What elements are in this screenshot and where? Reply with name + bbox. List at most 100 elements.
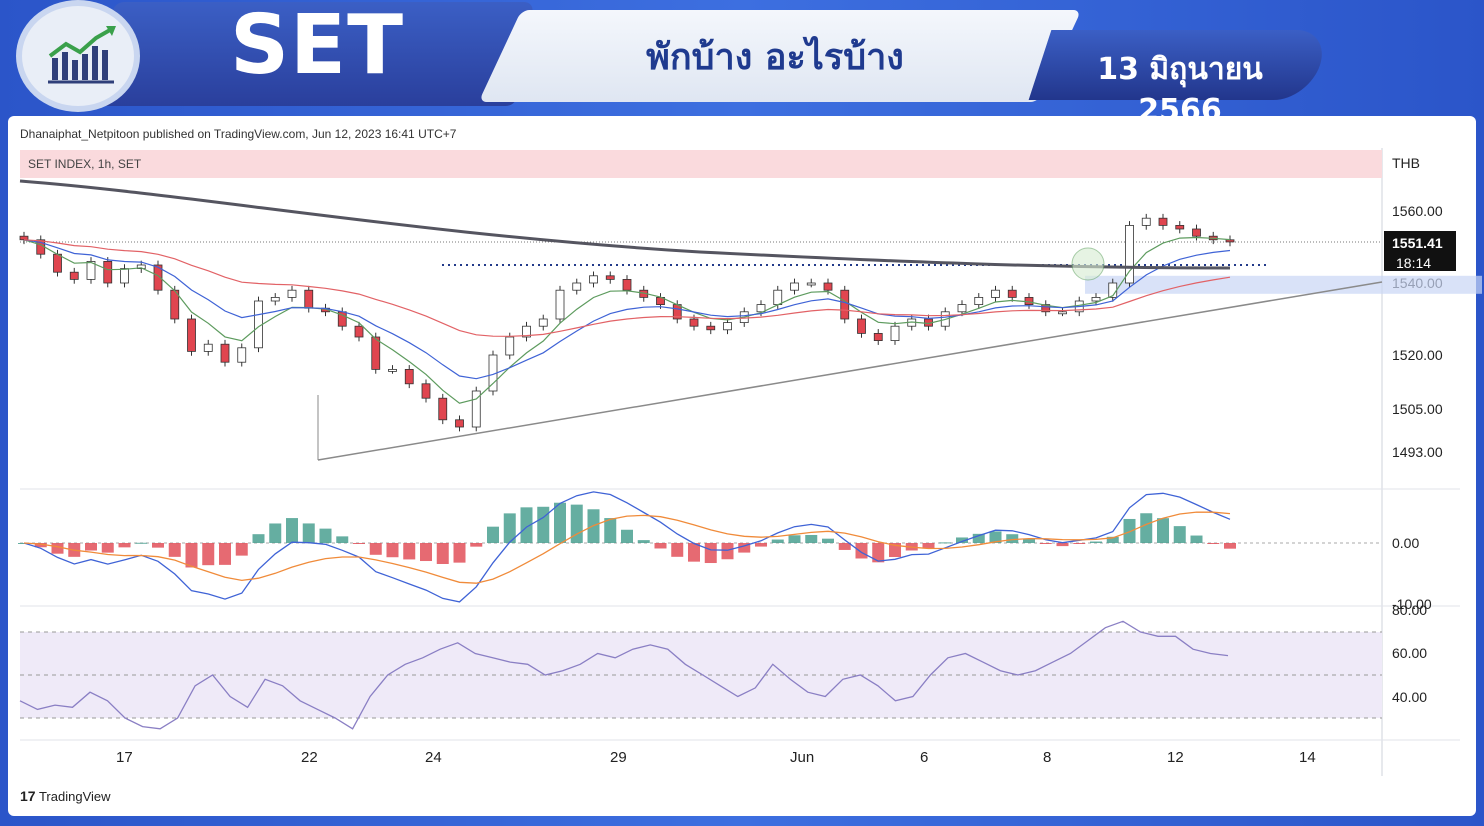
macd-histogram-bar bbox=[101, 543, 114, 553]
macd-histogram-bar bbox=[621, 529, 633, 543]
candle bbox=[1041, 304, 1051, 313]
candle bbox=[237, 347, 247, 363]
macd-histogram-bar bbox=[369, 543, 382, 555]
candle bbox=[69, 271, 79, 280]
macd-histogram-bar bbox=[51, 543, 64, 554]
price-tick-label: 1493.00 bbox=[1392, 444, 1443, 460]
macd-histogram-bar bbox=[470, 543, 483, 547]
price-tick-label: 1560.00 bbox=[1392, 203, 1443, 219]
candle bbox=[287, 289, 297, 298]
candle bbox=[304, 289, 314, 309]
candle bbox=[689, 318, 699, 327]
time-tick-label: 8 bbox=[1043, 749, 1051, 766]
candle bbox=[371, 336, 381, 370]
macd-histogram-bar bbox=[1190, 535, 1203, 543]
candle bbox=[505, 336, 515, 356]
macd-histogram-bar bbox=[1056, 543, 1069, 547]
candle bbox=[404, 368, 414, 385]
macd-histogram-bar bbox=[771, 539, 784, 543]
macd-histogram-bar bbox=[872, 543, 885, 563]
candle bbox=[1225, 239, 1235, 243]
candle bbox=[1192, 228, 1201, 237]
candle bbox=[1007, 289, 1017, 298]
support-zone bbox=[1085, 275, 1382, 294]
ema-long-line bbox=[19, 179, 1231, 270]
macd-histogram-bar bbox=[738, 543, 751, 553]
candle bbox=[723, 322, 732, 331]
macd-histogram-bar bbox=[436, 543, 449, 564]
candle bbox=[1024, 296, 1034, 305]
time-tick-label: 24 bbox=[425, 749, 442, 766]
macd-histogram-bar bbox=[704, 543, 717, 564]
macd-histogram-bar bbox=[168, 543, 181, 557]
highlight-circle bbox=[1071, 247, 1105, 281]
macd-histogram-bar bbox=[420, 543, 432, 562]
macd-histogram-bar bbox=[688, 543, 700, 562]
candle bbox=[103, 260, 113, 284]
candle bbox=[823, 282, 833, 291]
macd-histogram-bar bbox=[554, 502, 566, 543]
macd-histogram-bar bbox=[755, 543, 767, 547]
ema-fast-line bbox=[23, 236, 1231, 404]
candle bbox=[1058, 311, 1067, 315]
time-tick-label: Jun bbox=[790, 749, 814, 766]
candle bbox=[86, 260, 96, 280]
headline-title: พักบ้าง อะไรบ้าง bbox=[646, 37, 904, 78]
candle bbox=[857, 318, 866, 334]
candle bbox=[1158, 217, 1168, 226]
time-tick-label: 12 bbox=[1167, 749, 1184, 766]
candle bbox=[890, 325, 900, 342]
macd-histogram-bar bbox=[135, 542, 148, 544]
candle bbox=[153, 264, 163, 291]
candle bbox=[120, 268, 129, 284]
support-zone-axis bbox=[1382, 275, 1482, 294]
macd-tick-label: -10.00 bbox=[1392, 596, 1432, 612]
macd-histogram-bar bbox=[302, 523, 315, 543]
ema-mid-line bbox=[23, 239, 1231, 380]
macd-histogram-bar bbox=[788, 535, 801, 543]
symbol-label: SET INDEX, 1h, SET bbox=[28, 157, 142, 171]
macd-histogram-bar bbox=[1140, 513, 1153, 543]
rsi-tick-label: 60.00 bbox=[1392, 645, 1427, 661]
candle bbox=[605, 275, 615, 280]
candle bbox=[187, 318, 196, 352]
macd-histogram-bar bbox=[805, 534, 818, 543]
candle bbox=[1141, 217, 1151, 226]
candle bbox=[1091, 296, 1101, 302]
macd-histogram-bar bbox=[235, 543, 248, 556]
candle bbox=[1175, 224, 1185, 230]
macd-histogram-bar bbox=[972, 533, 985, 543]
candle bbox=[706, 325, 716, 331]
tradingview-brand: 17 TradingView bbox=[20, 788, 111, 804]
macd-histogram-bar bbox=[403, 543, 416, 560]
macd-histogram-bar bbox=[118, 543, 131, 548]
candle bbox=[1125, 224, 1134, 284]
macd-histogram-bar bbox=[1090, 541, 1102, 543]
macd-histogram-bar bbox=[286, 518, 298, 543]
macd-histogram-bar bbox=[1224, 543, 1236, 549]
macd-histogram-bar bbox=[386, 543, 399, 558]
time-tick-label: 14 bbox=[1299, 749, 1316, 766]
macd-histogram-bar bbox=[822, 538, 834, 543]
time-tick-label: 22 bbox=[301, 749, 318, 766]
last-price-badge bbox=[1384, 231, 1456, 271]
time-tick-label: 29 bbox=[610, 749, 627, 766]
candle bbox=[773, 289, 783, 306]
symbol-title: SET bbox=[230, 0, 405, 93]
candle bbox=[790, 282, 799, 291]
bar-chart-growth-icon bbox=[48, 26, 116, 84]
macd-histogram-bar bbox=[838, 543, 851, 550]
macd-histogram-bar bbox=[1073, 543, 1086, 544]
candle bbox=[136, 264, 146, 269]
macd-histogram-bar bbox=[520, 507, 533, 543]
rsi-tick-label: 80.00 bbox=[1392, 602, 1427, 618]
macd-histogram-bar bbox=[185, 543, 198, 568]
time-tick-label: 6 bbox=[920, 749, 928, 766]
price-tick-label: 1520.00 bbox=[1392, 347, 1443, 363]
rsi-line bbox=[19, 620, 1229, 730]
macd-histogram-bar bbox=[1039, 543, 1052, 544]
macd-histogram-bar bbox=[855, 543, 868, 559]
macd-histogram-bar bbox=[671, 543, 684, 557]
macd-histogram-bar bbox=[637, 540, 650, 543]
